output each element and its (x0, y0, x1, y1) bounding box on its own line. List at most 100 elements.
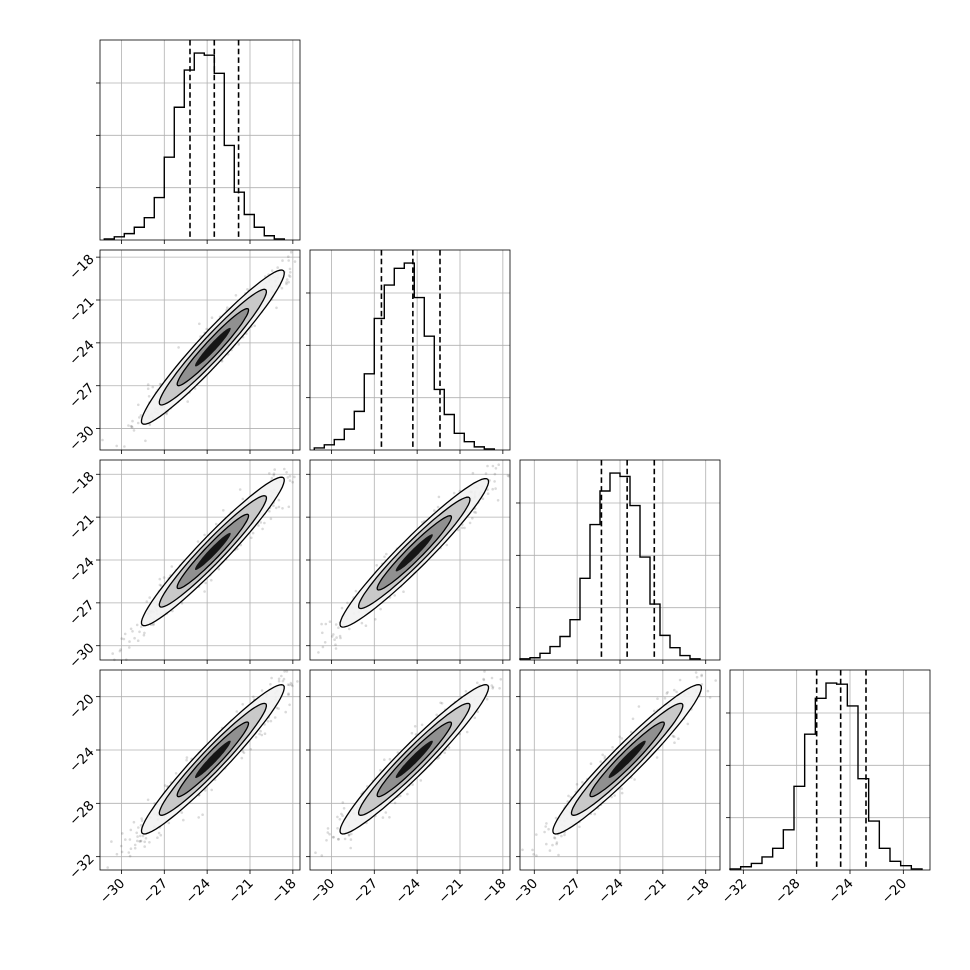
y-tick-label: −24 (66, 744, 97, 775)
scatter-point (136, 421, 140, 425)
scatter-point (320, 854, 324, 857)
scatter-point (258, 732, 261, 736)
scatter-point (140, 817, 143, 820)
y-tick-label: −28 (66, 798, 97, 829)
scatter-point (437, 495, 441, 499)
scatter-point (700, 683, 704, 686)
panel-frame (99, 249, 301, 451)
histogram-step (103, 52, 285, 240)
y-tick-label: −21 (66, 511, 97, 542)
scatter-point (631, 717, 635, 721)
x-tick-label: −27 (553, 876, 584, 907)
scatter-point (143, 631, 146, 635)
scatter-point (471, 471, 475, 475)
scatter-point (494, 467, 498, 470)
scatter-point (241, 703, 244, 706)
scatter-point (129, 847, 133, 850)
scatter-point (127, 851, 131, 854)
scatter-point (471, 517, 474, 520)
scatter-point (144, 837, 148, 840)
scatter-point (535, 854, 538, 857)
scatter-point (613, 794, 616, 797)
scatter-point (330, 635, 334, 638)
scatter-point (341, 814, 344, 817)
scatter-point (323, 641, 327, 644)
density-fill (195, 740, 231, 778)
scatter-point (281, 259, 284, 262)
panel-frame (309, 249, 511, 451)
histogram-step (313, 262, 495, 450)
scatter-point (673, 741, 676, 744)
scatter-point (110, 840, 113, 843)
scatter-point (285, 278, 289, 281)
scatter-point (482, 677, 485, 681)
scatter-point (115, 444, 118, 448)
scatter-point (289, 681, 293, 685)
scatter-point (123, 632, 127, 636)
scatter-point (473, 510, 476, 514)
scatter-point (234, 294, 238, 297)
scatter-point (111, 652, 114, 655)
scatter-point (686, 722, 690, 726)
scatter-point (151, 385, 155, 389)
scatter-point (287, 505, 291, 509)
scatter-point (393, 801, 397, 805)
scatter-point (700, 674, 703, 678)
scatter-point (652, 709, 656, 713)
scatter-point (677, 737, 680, 740)
density-fill (195, 532, 231, 570)
panel-frame (309, 459, 511, 661)
scatter-point (343, 837, 347, 841)
scatter-point (204, 581, 207, 585)
scatter-point (406, 792, 409, 796)
scatter-point (338, 634, 342, 638)
scatter-point (269, 517, 273, 521)
scatter-point (127, 424, 130, 427)
scatter-point (277, 677, 281, 681)
contour-line (552, 684, 703, 835)
scatter-point (280, 674, 283, 678)
joint-panel-1-4 (96, 669, 301, 874)
scatter-point (491, 685, 495, 689)
scatter-point (560, 834, 563, 838)
scatter-point (147, 395, 151, 398)
joint-panel-1-3 (96, 459, 301, 664)
scatter-point (610, 795, 613, 799)
scatter-point (603, 755, 607, 758)
contour-line (158, 288, 268, 406)
scatter-point (531, 848, 534, 852)
contour-line (158, 702, 268, 816)
scatter-point (603, 757, 607, 760)
scatter-point (201, 813, 204, 816)
scatter-point (700, 673, 703, 677)
scatter-point (336, 827, 339, 830)
scatter-point (334, 623, 338, 626)
scatter-point (276, 266, 280, 269)
scatter-point (138, 840, 141, 843)
x-tick-label: −27 (350, 876, 381, 907)
panel-frame (729, 669, 931, 871)
scatter-point (379, 607, 382, 611)
scatter-point (507, 474, 511, 478)
scatter-point (474, 511, 478, 514)
y-tick-label: −18 (66, 251, 97, 282)
scatter-point (673, 688, 676, 692)
scatter-point (346, 601, 349, 605)
x-tick-label: −24 (825, 876, 856, 907)
scatter-point (272, 474, 276, 477)
scatter-point (521, 848, 524, 852)
scatter-point (341, 801, 345, 804)
x-tick-label: −20 (879, 876, 910, 907)
scatter-point (261, 527, 264, 531)
scatter-point (171, 609, 174, 613)
scatter-point (185, 756, 189, 759)
scatter-point (553, 836, 557, 840)
scatter-point (545, 842, 548, 846)
scatter-point (553, 836, 556, 839)
scatter-point (130, 425, 134, 428)
scatter-point (360, 621, 364, 625)
scatter-point (148, 596, 151, 599)
scatter-point (238, 488, 242, 491)
scatter-point (132, 820, 136, 824)
